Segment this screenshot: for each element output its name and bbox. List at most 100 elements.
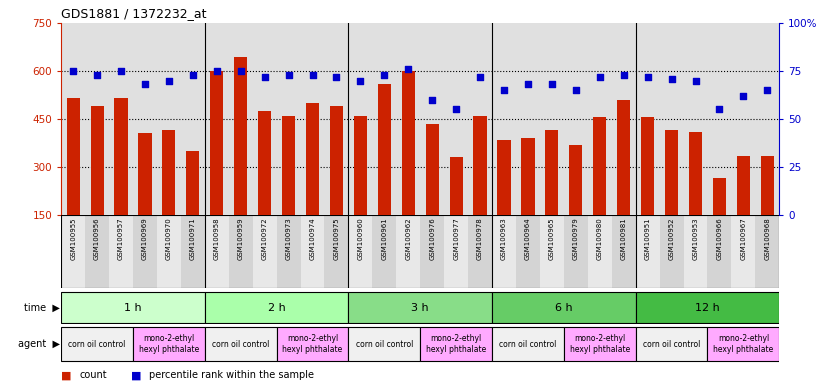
Bar bbox=[516, 215, 540, 288]
Bar bbox=[612, 215, 636, 288]
Bar bbox=[277, 327, 348, 361]
Text: mono-2-ethyl
hexyl phthalate: mono-2-ethyl hexyl phthalate bbox=[570, 334, 630, 354]
Bar bbox=[258, 111, 271, 263]
Bar bbox=[636, 215, 659, 288]
Text: agent  ▶: agent ▶ bbox=[18, 339, 60, 349]
Text: GSM100981: GSM100981 bbox=[621, 217, 627, 260]
Point bbox=[570, 87, 583, 93]
Text: GSM100967: GSM100967 bbox=[740, 217, 747, 260]
Bar bbox=[420, 215, 444, 288]
Text: corn oil control: corn oil control bbox=[69, 339, 126, 349]
Point bbox=[498, 87, 511, 93]
Text: percentile rank within the sample: percentile rank within the sample bbox=[149, 370, 313, 380]
Bar bbox=[61, 327, 133, 361]
Bar bbox=[109, 215, 133, 288]
Bar bbox=[420, 327, 492, 361]
Text: GSM100975: GSM100975 bbox=[334, 217, 339, 260]
Bar bbox=[545, 130, 558, 263]
Bar bbox=[348, 327, 420, 361]
Bar bbox=[564, 215, 588, 288]
Text: GSM100961: GSM100961 bbox=[381, 217, 388, 260]
Bar bbox=[636, 327, 707, 361]
Bar bbox=[641, 118, 654, 263]
Bar bbox=[348, 215, 372, 288]
Text: ■: ■ bbox=[131, 370, 141, 380]
Point bbox=[139, 81, 152, 88]
Bar bbox=[205, 215, 228, 288]
Bar bbox=[277, 215, 300, 288]
Text: 6 h: 6 h bbox=[555, 303, 573, 313]
Text: mono-2-ethyl
hexyl phthalate: mono-2-ethyl hexyl phthalate bbox=[139, 334, 199, 354]
Text: mono-2-ethyl
hexyl phthalate: mono-2-ethyl hexyl phthalate bbox=[713, 334, 774, 354]
Point bbox=[641, 74, 654, 80]
Bar bbox=[588, 215, 612, 288]
Point bbox=[354, 78, 367, 84]
Point bbox=[593, 74, 606, 80]
Point bbox=[234, 68, 247, 74]
Text: GSM100979: GSM100979 bbox=[573, 217, 579, 260]
Text: GSM100958: GSM100958 bbox=[214, 217, 220, 260]
Bar bbox=[348, 292, 492, 323]
Point bbox=[689, 78, 702, 84]
Text: GSM100965: GSM100965 bbox=[549, 217, 555, 260]
Bar bbox=[707, 327, 779, 361]
Bar bbox=[282, 116, 295, 263]
Text: GSM100970: GSM100970 bbox=[166, 217, 172, 260]
Text: GSM100951: GSM100951 bbox=[645, 217, 650, 260]
Point bbox=[426, 97, 439, 103]
Bar bbox=[91, 106, 104, 263]
Text: corn oil control: corn oil control bbox=[356, 339, 413, 349]
Point bbox=[450, 106, 463, 113]
Bar bbox=[114, 98, 127, 263]
Text: count: count bbox=[79, 370, 107, 380]
Bar bbox=[228, 215, 253, 288]
Text: GSM100969: GSM100969 bbox=[142, 217, 148, 260]
Text: GSM100976: GSM100976 bbox=[429, 217, 435, 260]
Point bbox=[473, 74, 486, 80]
Bar bbox=[684, 215, 707, 288]
Bar bbox=[761, 156, 774, 263]
Point bbox=[186, 72, 199, 78]
Text: GSM100977: GSM100977 bbox=[453, 217, 459, 260]
Bar bbox=[473, 116, 486, 263]
Bar bbox=[540, 215, 564, 288]
Text: time  ▶: time ▶ bbox=[24, 303, 60, 313]
Text: GSM100978: GSM100978 bbox=[477, 217, 483, 260]
Bar bbox=[665, 130, 678, 263]
Bar bbox=[133, 327, 205, 361]
Bar bbox=[401, 71, 415, 263]
Point bbox=[761, 87, 774, 93]
Text: GSM100964: GSM100964 bbox=[525, 217, 531, 260]
Bar bbox=[85, 215, 109, 288]
Text: GSM100953: GSM100953 bbox=[693, 217, 698, 260]
Bar bbox=[133, 215, 157, 288]
Bar bbox=[300, 215, 325, 288]
Bar bbox=[61, 215, 85, 288]
Bar bbox=[689, 132, 702, 263]
Bar bbox=[521, 138, 534, 263]
Bar bbox=[659, 215, 684, 288]
Bar bbox=[444, 215, 468, 288]
Text: 3 h: 3 h bbox=[411, 303, 429, 313]
Bar bbox=[306, 103, 319, 263]
Point bbox=[162, 78, 175, 84]
Bar bbox=[492, 215, 516, 288]
Text: ■: ■ bbox=[61, 370, 72, 380]
Bar bbox=[139, 134, 152, 263]
Bar bbox=[707, 215, 731, 288]
Bar bbox=[593, 118, 606, 263]
Bar bbox=[492, 327, 564, 361]
Bar bbox=[186, 151, 199, 263]
Bar bbox=[234, 56, 247, 263]
Bar bbox=[713, 178, 726, 263]
Bar bbox=[61, 292, 205, 323]
Text: corn oil control: corn oil control bbox=[212, 339, 269, 349]
Bar bbox=[468, 215, 492, 288]
Text: GSM100966: GSM100966 bbox=[716, 217, 722, 260]
Bar bbox=[756, 215, 779, 288]
Bar bbox=[354, 116, 367, 263]
Text: GSM100971: GSM100971 bbox=[190, 217, 196, 260]
Text: 1 h: 1 h bbox=[124, 303, 142, 313]
Bar bbox=[157, 215, 181, 288]
Point bbox=[330, 74, 343, 80]
